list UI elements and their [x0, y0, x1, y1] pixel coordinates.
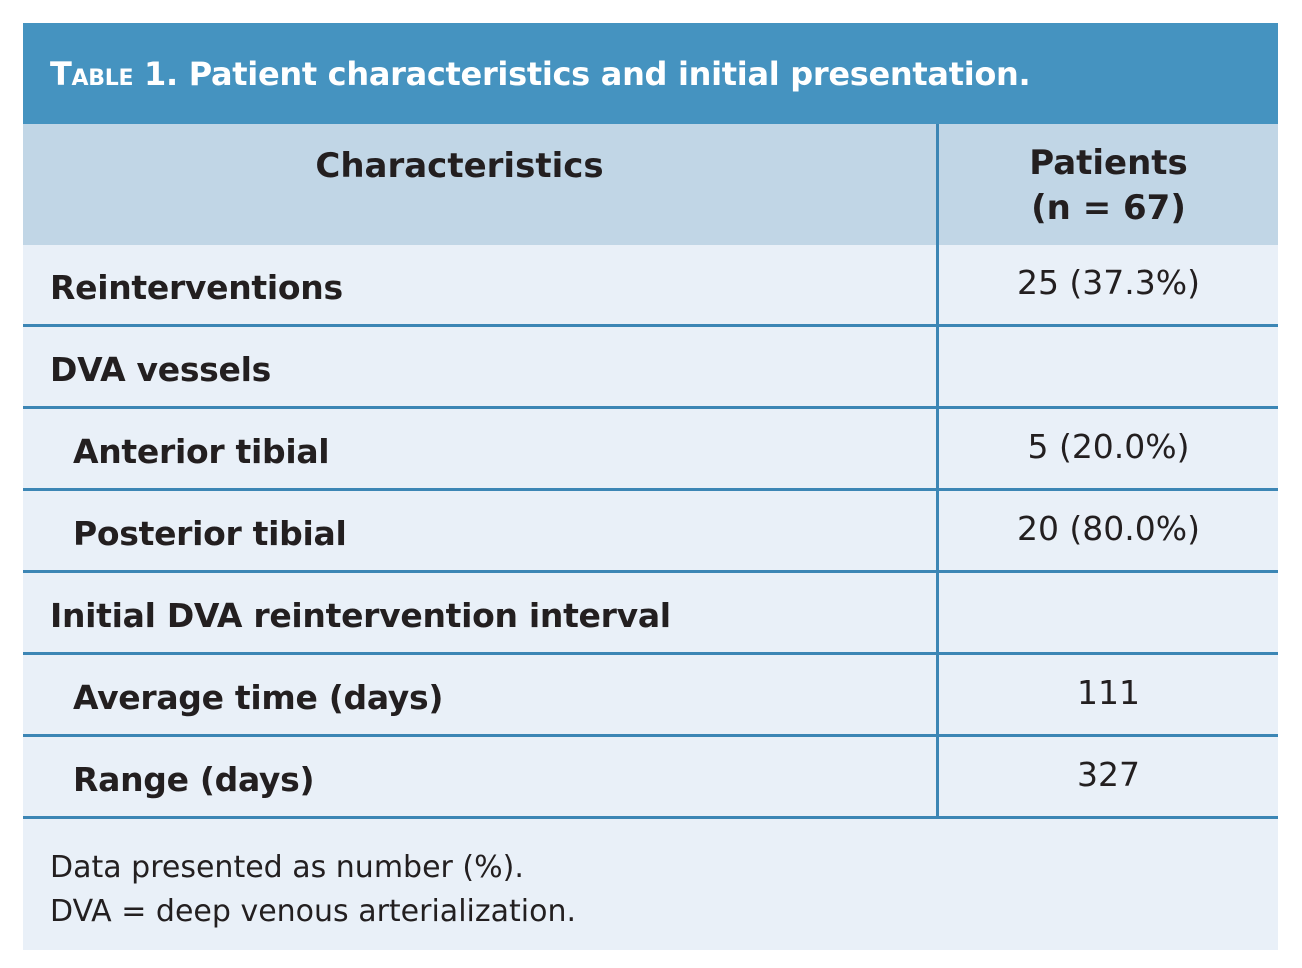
footnote: DVA = deep venous arterialization.: [50, 894, 576, 929]
table-row: Average time (days) 111: [23, 655, 1278, 737]
table-label: Table 1.: [50, 54, 178, 93]
row-value: 327: [936, 737, 1278, 816]
row-label: Range (days): [73, 760, 315, 799]
table-row: Initial DVA reintervention interval: [23, 573, 1278, 655]
table-header-row: Characteristics Patients (n = 67): [23, 124, 1278, 245]
table-row: Posterior tibial 20 (80.0%): [23, 491, 1278, 573]
table-row: Reinterventions 25 (37.3%): [23, 245, 1278, 327]
row-value: [936, 573, 1278, 652]
row-value: 111: [936, 655, 1278, 734]
header-patients-label: Patients: [1029, 142, 1188, 183]
row-value: 5 (20.0%): [936, 409, 1278, 488]
table-row: Anterior tibial 5 (20.0%): [23, 409, 1278, 491]
table-caption: Patient characteristics and initial pres…: [188, 54, 1031, 93]
table-title: Table 1. Patient characteristics and ini…: [50, 54, 1031, 93]
table-row: DVA vessels: [23, 327, 1278, 409]
table-footnotes: Data presented as number (%). DVA = deep…: [23, 819, 1278, 934]
row-label: Initial DVA reintervention interval: [50, 596, 671, 635]
row-value: 20 (80.0%): [936, 491, 1278, 570]
row-label: Reinterventions: [50, 268, 343, 307]
header-patients-count: (n = 67): [1031, 187, 1186, 228]
row-label: Average time (days): [73, 678, 444, 717]
header-characteristics-label: Characteristics: [315, 146, 604, 186]
row-value: 25 (37.3%): [936, 245, 1278, 324]
header-characteristics: Characteristics: [23, 124, 936, 245]
table-title-bar: Table 1. Patient characteristics and ini…: [23, 23, 1278, 124]
row-value: [936, 327, 1278, 406]
row-label: DVA vessels: [50, 350, 271, 389]
header-patients: Patients (n = 67): [936, 124, 1278, 245]
data-table: Table 1. Patient characteristics and ini…: [23, 23, 1278, 950]
footnote: Data presented as number (%).: [50, 850, 524, 885]
row-label: Anterior tibial: [73, 432, 330, 471]
table-row: Range (days) 327: [23, 737, 1278, 819]
row-label: Posterior tibial: [73, 514, 347, 553]
